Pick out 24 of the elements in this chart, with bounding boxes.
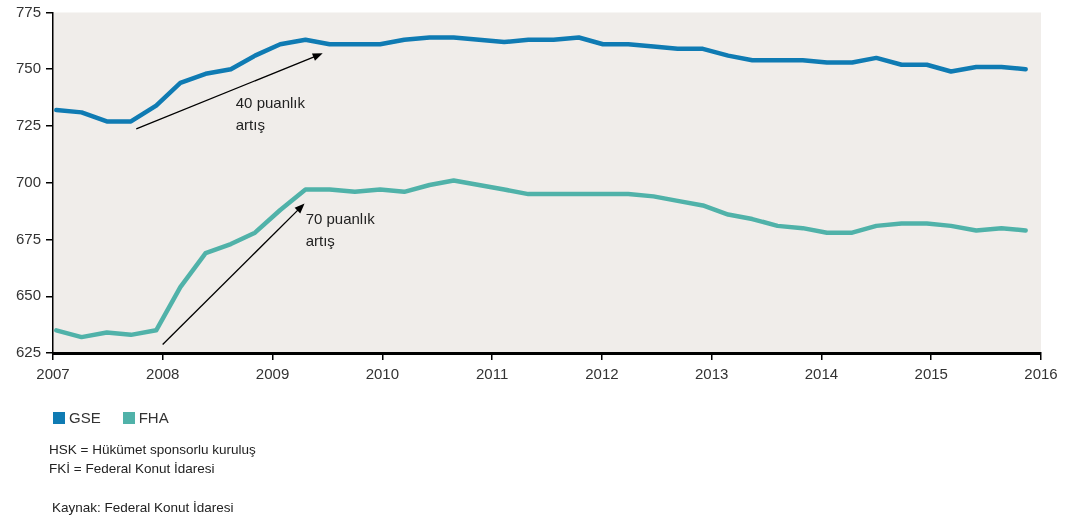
y-tick-label: 775 [15, 2, 41, 20]
text: Kaynak: Federal Konut İdaresi [51, 499, 235, 517]
legend-label: FHA [138, 409, 169, 427]
text: HSK = Hükümet sponsorlu kuruluş [49, 441, 257, 459]
x-tick-label: 2013 [694, 365, 729, 383]
x-tick-label: 2015 [914, 365, 948, 383]
y-tick-label: 675 [15, 229, 41, 247]
y-tick-label: 750 [15, 59, 41, 77]
x-tick-label: 2012 [585, 365, 619, 383]
annotation: 40 puanlık artış [235, 93, 306, 134]
y-tick-label: 650 [15, 286, 41, 304]
legend-label: GSE [69, 409, 101, 427]
x-tick-label: 2016 [1024, 365, 1058, 383]
y-tick-label: 700 [15, 172, 41, 190]
y-tick-label: 725 [15, 116, 41, 134]
text: FKİ = Federal Konut İdaresi [49, 460, 216, 478]
x-tick-label: 2007 [36, 365, 70, 383]
x-tick-label: 2009 [255, 365, 290, 383]
x-tick-label: 2008 [146, 365, 180, 383]
y-tick-label: 625 [15, 343, 41, 361]
annotation: 70 puanlık artış [305, 209, 376, 250]
x-tick-label: 2014 [804, 365, 839, 383]
x-tick-label: 2010 [365, 365, 400, 383]
x-tick-label: 2011 [475, 365, 509, 383]
